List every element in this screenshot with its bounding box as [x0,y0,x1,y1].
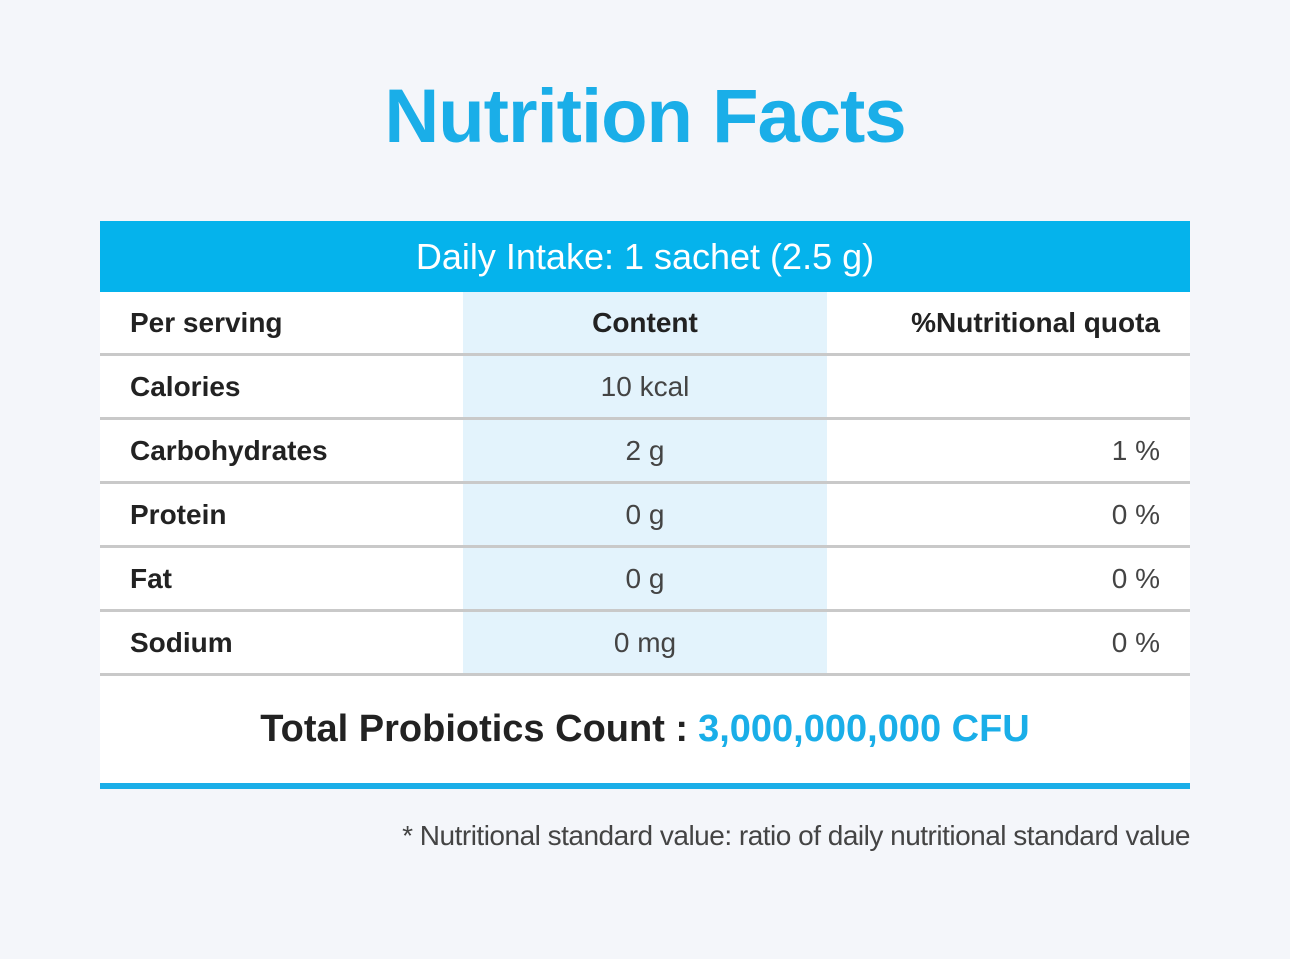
header-per-serving: Per serving [130,306,283,338]
footnote: * Nutritional standard value: ratio of d… [402,820,1190,851]
header-nutritional-quota: %Nutritional quota [911,306,1160,338]
nutrient-quota [827,356,1190,417]
nutrient-content: 0 g [463,484,827,545]
nutrient-name: Sodium [130,626,233,658]
nutrient-quota: 0 % [1111,562,1160,594]
nutrient-name: Carbohydrates [130,434,328,466]
nutrition-table: Daily Intake: 1 sachet (2.5 g) Per servi… [100,221,1190,789]
nutrient-content: 0 g [463,548,827,609]
nutrient-quota: 0 % [1111,498,1160,530]
daily-intake-banner: Daily Intake: 1 sachet (2.5 g) [100,221,1190,292]
nutrient-quota: 0 % [1111,626,1160,658]
total-probiotics-count: Total Probiotics Count : 3,000,000,000 C… [100,676,1190,789]
total-label: Total Probiotics Count : [260,708,689,750]
table-row: Carbohydrates 2 g 1 % [100,420,1190,484]
nutrient-name: Calories [130,370,241,402]
table-header-row: Per serving Content %Nutritional quota [100,292,1190,356]
table-row: Calories 10 kcal [100,356,1190,420]
nutrient-content: 0 mg [463,612,827,673]
total-value: 3,000,000,000 CFU [698,708,1030,750]
header-content: Content [463,292,827,353]
nutrient-name: Protein [130,498,227,530]
nutrient-quota: 1 % [1111,434,1160,466]
table-row: Sodium 0 mg 0 % [100,612,1190,676]
nutrient-content: 2 g [463,420,827,481]
page-title: Nutrition Facts [384,74,906,159]
nutrient-content: 10 kcal [463,356,827,417]
table-row: Fat 0 g 0 % [100,548,1190,612]
nutrient-name: Fat [130,562,172,594]
table-row: Protein 0 g 0 % [100,484,1190,548]
